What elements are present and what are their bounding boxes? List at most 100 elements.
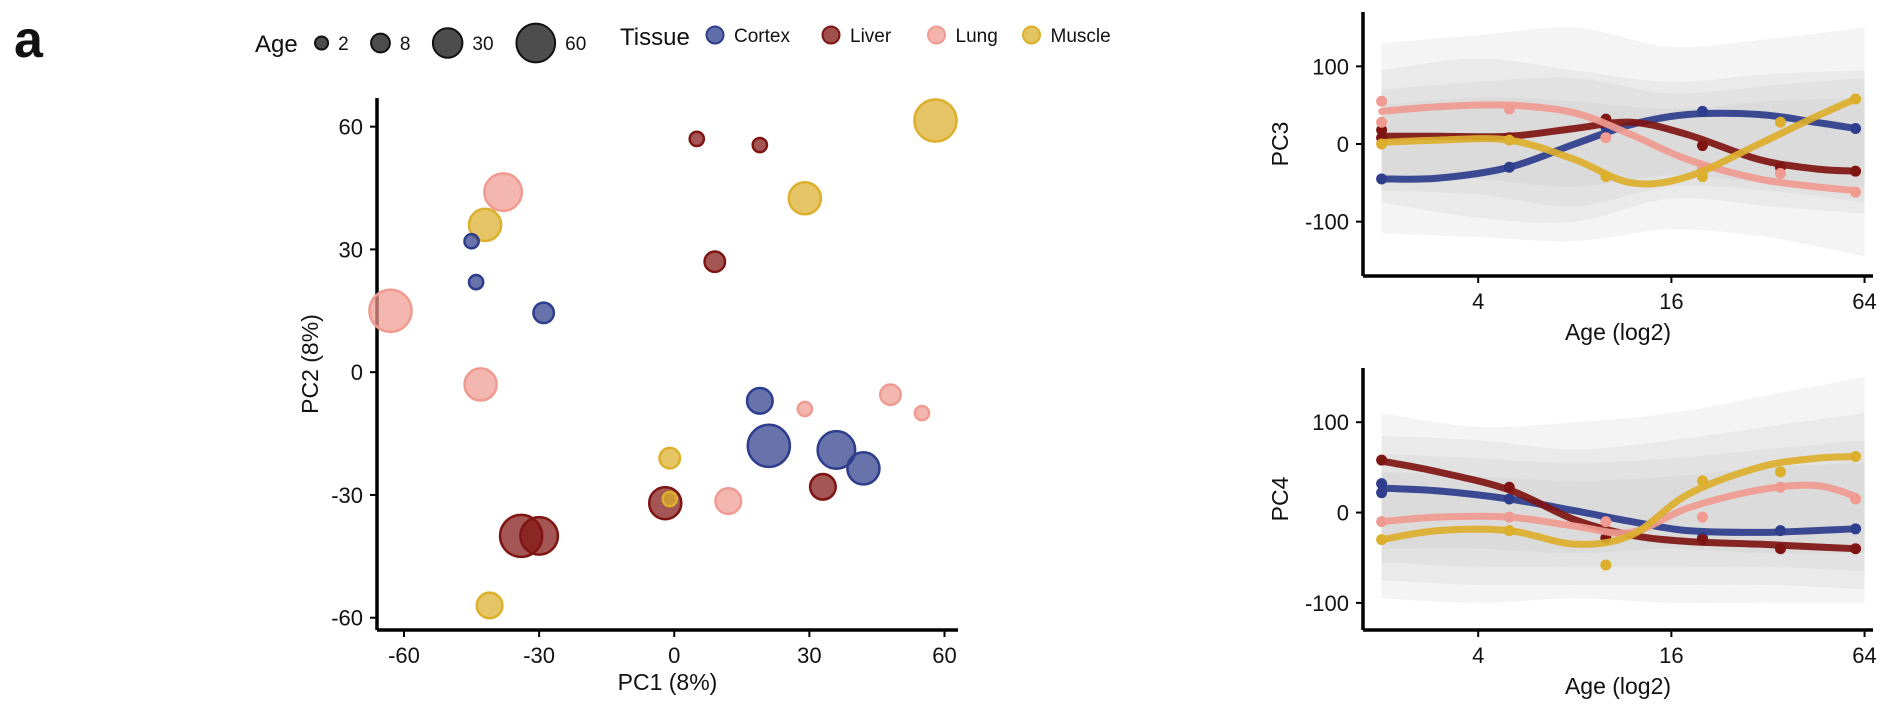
pc4-data-point <box>1376 478 1388 490</box>
pc4-age-plot: 4 16 64 -100 0 100 Age (log2) PC4 <box>1267 368 1877 699</box>
pca-point <box>467 273 485 291</box>
pc3-x-tick-label: 64 <box>1852 289 1876 314</box>
pc3-data-point <box>1503 161 1515 173</box>
pc4-data-point <box>1774 466 1786 478</box>
pc4-data-point <box>1696 534 1708 546</box>
pc3-data-point <box>1850 122 1862 134</box>
pc4-data-point <box>1503 481 1515 493</box>
pc3-data-point <box>1376 116 1388 128</box>
pc3-data-point <box>1774 168 1786 180</box>
pca-x-tick-label: -30 <box>523 643 555 668</box>
pc3-y-tick-label: -100 <box>1305 210 1349 235</box>
legend-age-circle <box>431 27 464 59</box>
pc4-data-point <box>1376 516 1388 528</box>
pc3-age-plot: 4 16 64 -100 0 100 Age (log2) PC3 <box>1267 12 1877 345</box>
pc4-y-tick-label: -100 <box>1305 591 1349 616</box>
pc4-data-point <box>1376 487 1388 499</box>
pc3-y-axis-title: PC3 <box>1267 122 1293 167</box>
pc3-data-point <box>1696 171 1708 183</box>
pca-point <box>703 250 727 274</box>
pca-point <box>745 386 774 415</box>
pca-point <box>816 429 857 470</box>
pc4-y-tick-label: 100 <box>1312 410 1349 435</box>
pc3-data-point <box>1600 132 1612 144</box>
legend-tissue-swatch <box>705 25 725 45</box>
pc3-data-point <box>1376 173 1388 185</box>
pc4-y-tick-label: 0 <box>1337 501 1349 526</box>
pca-y-tick-label: -30 <box>331 483 363 508</box>
pc4-data-point <box>1696 475 1708 487</box>
legend-age-label: 30 <box>472 34 493 55</box>
pc4-data-point <box>1503 525 1515 537</box>
pc4-x-tick-label: 4 <box>1472 643 1484 668</box>
pca-x-tick-label: 0 <box>668 643 680 668</box>
pc4-data-point <box>1774 481 1786 493</box>
pc3-confidence-band <box>1381 27 1865 257</box>
pca-point <box>808 472 837 501</box>
legend-tissue-swatch <box>821 25 841 45</box>
pca-point <box>787 180 823 216</box>
pca-x-tick-label: -60 <box>388 643 420 668</box>
pca-point <box>483 172 524 213</box>
pc4-data-point <box>1376 454 1388 466</box>
pc3-data-point <box>1850 186 1862 198</box>
pca-point <box>463 232 480 250</box>
legend-tissue-label: Muscle <box>1051 26 1111 47</box>
pca-point <box>878 383 902 407</box>
pca-y-tick-label: -60 <box>331 606 363 631</box>
pc4-data-point <box>1850 451 1862 463</box>
pc4-series-line <box>1378 453 1860 548</box>
pc4-data-point <box>1850 523 1862 535</box>
pca-point <box>688 130 706 148</box>
pc3-x-axis-title: Age (log2) <box>1565 319 1671 345</box>
legend-age-circle <box>314 35 330 51</box>
pc4-data-point <box>1600 559 1612 571</box>
pc3-y-tick-label: 100 <box>1312 54 1349 79</box>
pca-point <box>746 423 792 469</box>
pc4-x-axis-title: Age (log2) <box>1565 673 1671 699</box>
pca-x-axis-title: PC1 (8%) <box>618 669 718 695</box>
pca-point <box>714 487 743 516</box>
legend: Age 2 8 30 60 Tissue Cortex Liver Lung Muscle <box>255 22 1111 64</box>
legend-tissue-swatch <box>927 25 946 45</box>
pc4-data-point <box>1376 534 1388 546</box>
pca-point <box>796 400 814 418</box>
pc4-data-point <box>1503 493 1515 505</box>
legend-tissue-swatch <box>1022 25 1041 45</box>
pc4-data-point <box>1774 543 1786 555</box>
pc3-y-tick-label: 0 <box>1337 132 1349 157</box>
pc3-data-point <box>1850 93 1862 105</box>
pc4-data-point <box>1850 543 1862 555</box>
pca-point <box>475 591 504 620</box>
legend-tissue-label: Cortex <box>734 26 790 47</box>
pca-point <box>467 207 503 243</box>
pc3-data-point <box>1376 124 1388 136</box>
legend-age-title: Age <box>255 31 298 58</box>
pc4-data-point <box>1774 525 1786 537</box>
pc4-data-point <box>1850 493 1862 505</box>
pca-point <box>846 451 881 486</box>
pca-point <box>913 404 931 422</box>
pca-point <box>519 515 560 556</box>
pc3-data-point <box>1503 134 1515 146</box>
pca-scatter-plot: -60 -30 0 30 60 -60 -30 0 30 60 PC1 (8%) PC2 (8%) <box>297 98 958 695</box>
pca-point <box>658 446 682 470</box>
pc3-confidence-band <box>1381 58 1865 223</box>
pca-point <box>661 490 679 508</box>
pc3-data-point <box>1850 165 1862 177</box>
pc3-series-line <box>1378 101 1860 195</box>
legend-age-label: 2 <box>338 34 349 55</box>
pc4-data-point <box>1503 511 1515 523</box>
pc3-series-line <box>1378 95 1860 188</box>
pc3-data-point <box>1696 140 1708 152</box>
legend-tissue-label: Liver <box>850 26 892 47</box>
pc4-series-line <box>1378 484 1860 536</box>
pca-y-tick-label: 0 <box>351 360 363 385</box>
pca-y-tick-label: 30 <box>339 237 363 262</box>
legend-age-circle <box>515 22 557 64</box>
pc4-y-axis-title: PC4 <box>1267 476 1293 521</box>
pca-x-tick-label: 60 <box>932 643 956 668</box>
pca-point <box>913 98 958 143</box>
pc3-confidence-band <box>1381 97 1865 187</box>
